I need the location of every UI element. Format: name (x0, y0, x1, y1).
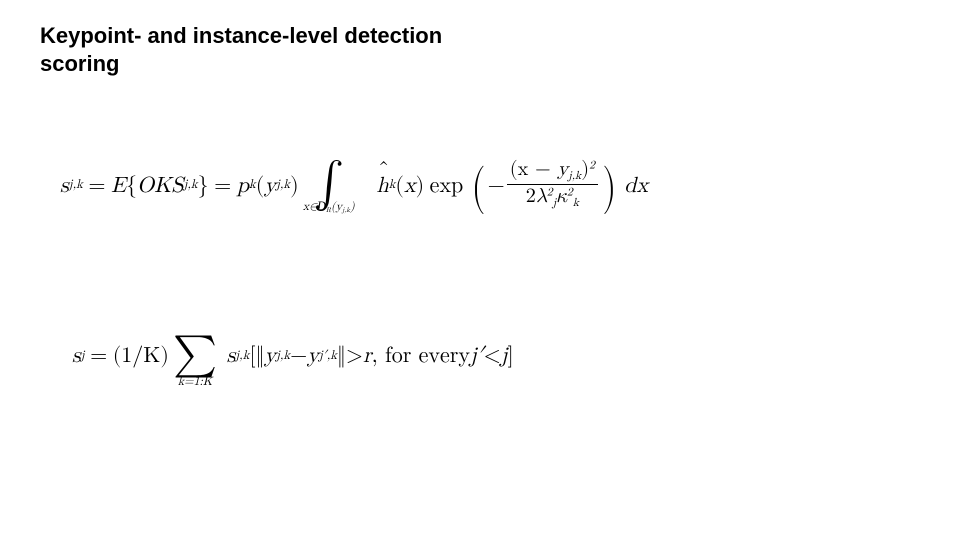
sub-s-term: j,k (235, 349, 249, 364)
sub-jk: j,k (69, 178, 83, 193)
int-lower-D: D (317, 199, 326, 213)
sym-j2: j (501, 343, 508, 369)
sym-exp: exp (430, 173, 464, 199)
sub-hk: k (389, 178, 396, 193)
num-y-sub: j,k (568, 171, 581, 182)
sym-s: s (60, 173, 69, 199)
num-left: (x − (510, 159, 558, 179)
int-lower-prefix: x∈ (303, 201, 317, 213)
num-y: y (557, 159, 568, 179)
sub-pk: k (249, 178, 256, 193)
tail-text: , for every (372, 343, 470, 369)
sum-icon: ∑ k=1:K (173, 335, 217, 388)
num-pow: 2 (589, 161, 595, 172)
rparen-icon: ) (602, 172, 616, 206)
equation-instance-score: s j = (1/K) ∑ k=1:K s j,k [ ‖ y j,k − y … (72, 330, 514, 383)
sum-lower: k=1:K (178, 376, 213, 388)
sym-s2: s (72, 343, 81, 369)
sym-y2: y (307, 343, 319, 369)
sym-h-hat: h (376, 173, 388, 199)
sym-s-term: s (227, 343, 236, 369)
integral-icon: ∫ x∈DR(yj,k) (303, 165, 355, 214)
sym-E: E (111, 173, 126, 199)
den-kappa-sub: k (573, 198, 579, 209)
sub-j: j (81, 349, 85, 364)
den-2: 2 (526, 186, 536, 206)
page-title: Keypoint- and instance-level detection s… (40, 22, 470, 77)
sub-OKS: j,k (183, 178, 197, 193)
sym-y1: y (264, 343, 276, 369)
slide: Keypoint- and instance-level detection s… (0, 0, 960, 540)
int-lower-R: R (326, 207, 331, 214)
fraction: (x − yj,k)2 2λ2jκ2k (507, 159, 598, 210)
den-lambda: λ (536, 186, 547, 206)
int-lower-y-sub: j,k (342, 207, 350, 214)
sym-jprime: j′ (470, 343, 484, 369)
sym-x-harg: x (404, 173, 416, 199)
sub-y-parg: j,k (276, 178, 290, 193)
sym-y-parg: y (264, 173, 276, 199)
sym-r: r (363, 343, 372, 369)
sym-dx: dx (624, 173, 648, 199)
lparen-icon: ( (471, 172, 485, 206)
avg-factor: (1/K) (113, 343, 169, 369)
sub-y2: j′,k (319, 349, 337, 364)
sym-p: p (237, 173, 249, 199)
cmp-gt: > (346, 343, 363, 369)
equation-keypoint-score: s j,k = E { OKS j,k } = p k ( y j,k ) ∫ … (60, 160, 648, 211)
sym-OKS: OKS (137, 173, 183, 199)
sub-y1: j,k (276, 349, 290, 364)
cmp-lt: < (484, 343, 501, 369)
den-kappa: κ (556, 186, 567, 206)
num-right: ) (581, 159, 589, 179)
